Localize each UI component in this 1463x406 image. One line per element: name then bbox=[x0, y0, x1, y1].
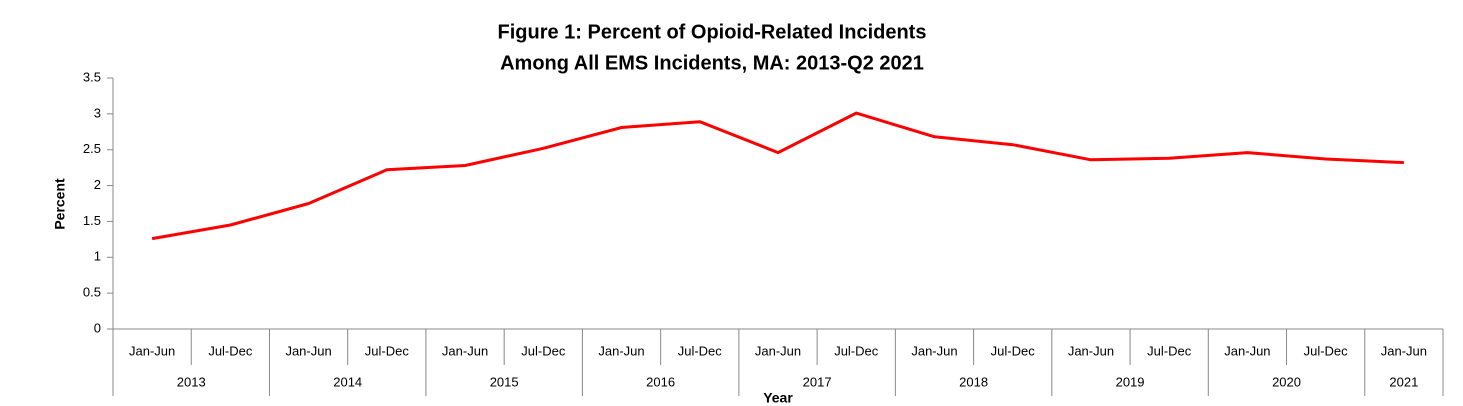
x-group-label: 2013 bbox=[177, 374, 206, 389]
x-tick-label: Jul-Dec bbox=[678, 343, 723, 358]
x-tick-label: Jan-Jun bbox=[1224, 343, 1270, 358]
x-group-label: 2019 bbox=[1116, 374, 1145, 389]
x-group-label: 2015 bbox=[490, 374, 519, 389]
y-tick-label: 0.5 bbox=[83, 285, 101, 300]
x-tick-label: Jul-Dec bbox=[365, 343, 410, 358]
x-tick-label: Jul-Dec bbox=[1147, 343, 1192, 358]
x-group-label: 2017 bbox=[803, 374, 832, 389]
x-tick-label: Jan-Jun bbox=[129, 343, 175, 358]
x-tick-label: Jan-Jun bbox=[1381, 343, 1427, 358]
x-group-label: 2014 bbox=[333, 374, 362, 389]
y-tick-label: 3.5 bbox=[83, 69, 101, 84]
y-tick-label: 1 bbox=[94, 249, 101, 264]
x-tick-label: Jan-Jun bbox=[755, 343, 801, 358]
x-tick-label: Jan-Jun bbox=[442, 343, 488, 358]
x-group-label: 2016 bbox=[646, 374, 675, 389]
y-tick-label: 0 bbox=[94, 320, 101, 335]
x-tick-label: Jul-Dec bbox=[1304, 343, 1349, 358]
x-tick-label: Jul-Dec bbox=[834, 343, 879, 358]
x-group-label: 2021 bbox=[1389, 374, 1418, 389]
chart-title: Among All EMS Incidents, MA: 2013-Q2 202… bbox=[500, 52, 924, 74]
x-axis-title: Year bbox=[763, 390, 793, 406]
chart-title: Figure 1: Percent of Opioid-Related Inci… bbox=[498, 21, 927, 43]
x-tick-label: Jan-Jun bbox=[911, 343, 957, 358]
data-line bbox=[151, 111, 1404, 241]
y-tick-label: 2.5 bbox=[83, 141, 101, 156]
y-tick-label: 1.5 bbox=[83, 213, 101, 228]
x-tick-label: Jan-Jun bbox=[1068, 343, 1114, 358]
x-tick-label: Jul-Dec bbox=[991, 343, 1036, 358]
y-tick-label: 2 bbox=[94, 177, 101, 192]
x-tick-label: Jan-Jun bbox=[598, 343, 644, 358]
y-tick-label: 3 bbox=[94, 105, 101, 120]
x-tick-label: Jul-Dec bbox=[521, 343, 566, 358]
x-group-label: 2018 bbox=[959, 374, 988, 389]
y-axis-title: Percent bbox=[52, 178, 68, 230]
x-tick-label: Jan-Jun bbox=[285, 343, 331, 358]
x-tick-label: Jul-Dec bbox=[208, 343, 253, 358]
x-group-label: 2020 bbox=[1272, 374, 1301, 389]
